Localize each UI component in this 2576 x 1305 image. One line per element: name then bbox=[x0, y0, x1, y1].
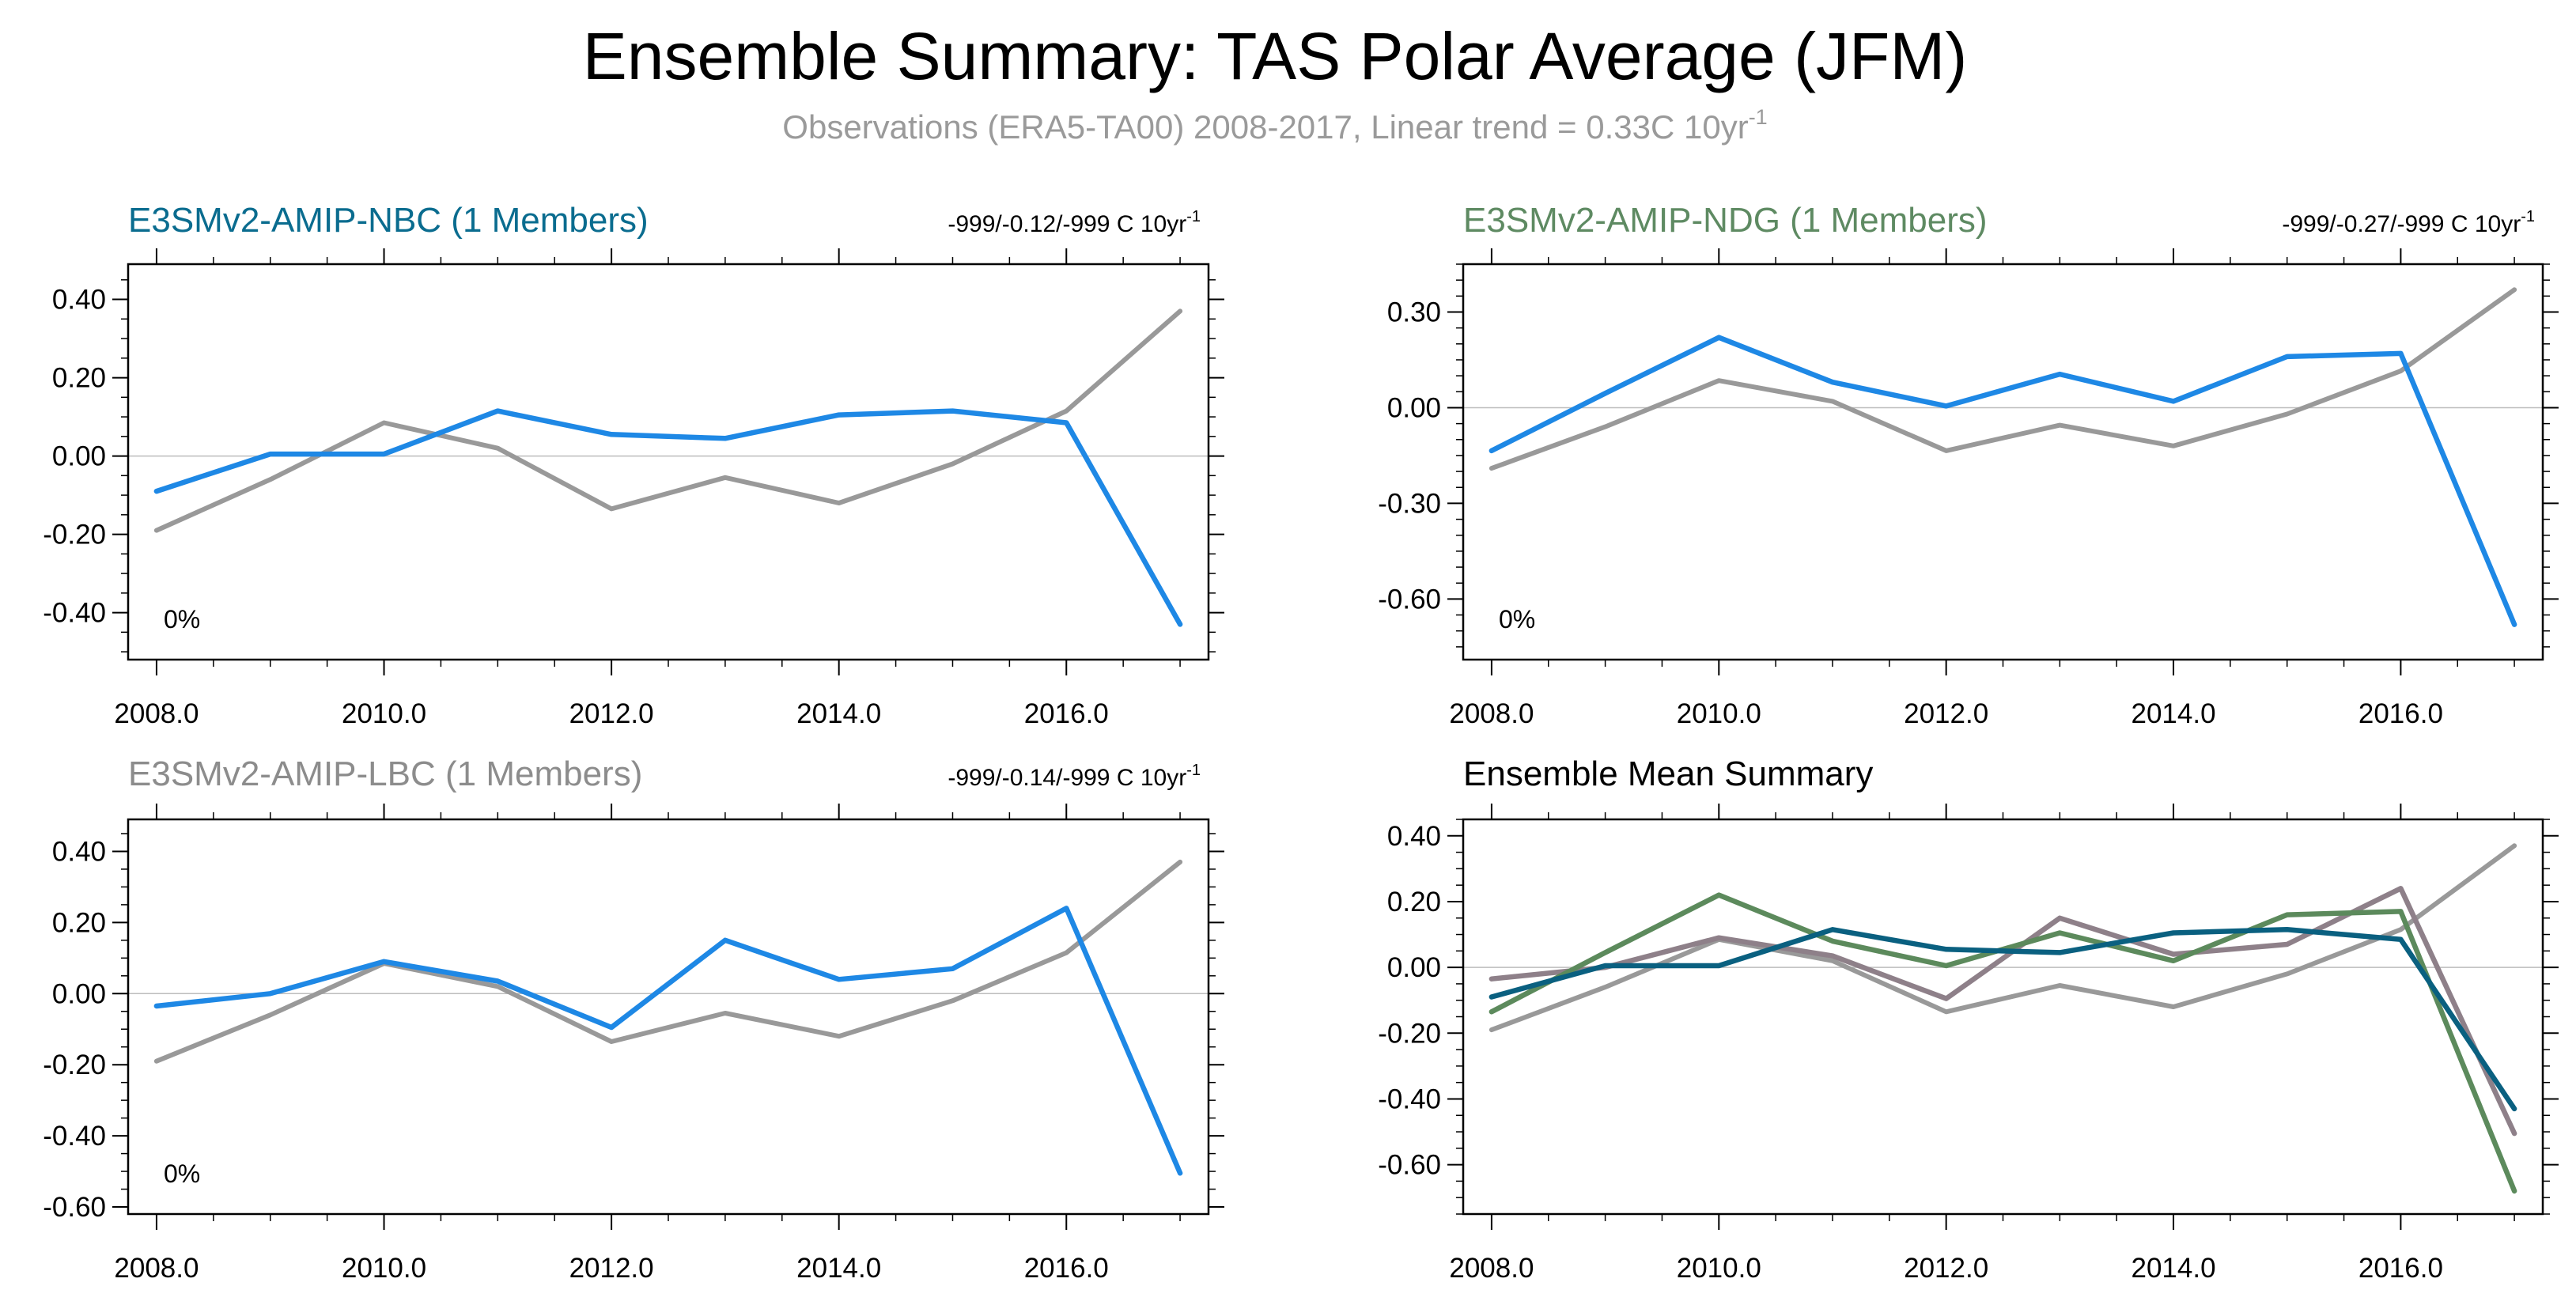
y-tick-label: -0.40 bbox=[1378, 1084, 1441, 1114]
y-tick-label: 0.00 bbox=[1387, 392, 1441, 423]
y-tick-label: -0.20 bbox=[1378, 1018, 1441, 1049]
y-tick-label: 0.30 bbox=[1387, 297, 1441, 327]
panel-trend-text: -999/-0.14/-999 C 10yr-1 bbox=[948, 762, 1201, 791]
x-tick-label: 2012.0 bbox=[1904, 1253, 1988, 1284]
y-tick-label: 0.00 bbox=[1387, 952, 1441, 983]
trend-value: -999/-0.27/-999 C 10yr bbox=[2282, 211, 2521, 237]
series-line-lbc_mean bbox=[1488, 886, 2517, 1137]
panel-title: E3SMv2-AMIP-NBC (1 Members) bbox=[128, 201, 649, 240]
trend-value: -999/-0.12/-999 C 10yr bbox=[948, 211, 1186, 237]
panel-title: E3SMv2-AMIP-NDG (1 Members) bbox=[1463, 201, 1988, 240]
y-tick-label: 0.00 bbox=[52, 441, 106, 472]
y-tick-label: -0.20 bbox=[43, 520, 106, 550]
figure-title: Ensemble Summary: TAS Polar Average (JFM… bbox=[583, 19, 1968, 93]
x-tick-label: 2008.0 bbox=[114, 698, 199, 729]
y-tick-label: 0.40 bbox=[52, 285, 106, 316]
subtitle-superscript: -1 bbox=[1749, 105, 1768, 129]
x-tick-label: 2016.0 bbox=[1024, 1253, 1109, 1284]
chart-panel-lbc: E3SMv2-AMIP-LBC (1 Members) -999/-0.14/-9… bbox=[43, 755, 1224, 1284]
percent-label: 0% bbox=[164, 605, 200, 634]
percent-label: 0% bbox=[164, 1159, 200, 1188]
panel-trend-text: -999/-0.27/-999 C 10yr-1 bbox=[2282, 208, 2535, 237]
panel-title: E3SMv2-AMIP-LBC (1 Members) bbox=[128, 755, 642, 793]
series-line-obs bbox=[1488, 287, 2517, 471]
x-tick-label: 2012.0 bbox=[569, 1253, 654, 1284]
x-tick-label: 2014.0 bbox=[2131, 698, 2215, 729]
x-tick-label: 2008.0 bbox=[114, 1253, 199, 1284]
x-tick-label: 2012.0 bbox=[569, 698, 654, 729]
series-line-nbc bbox=[1488, 335, 2517, 627]
y-tick-label: 0.40 bbox=[1387, 821, 1441, 852]
series-line-nbc bbox=[153, 408, 1183, 627]
x-tick-label: 2012.0 bbox=[1904, 698, 1988, 729]
y-tick-label: -0.40 bbox=[43, 1121, 106, 1152]
x-tick-label: 2016.0 bbox=[2358, 698, 2443, 729]
x-tick-label: 2010.0 bbox=[1677, 1253, 1761, 1284]
y-tick-label: -0.40 bbox=[43, 598, 106, 629]
y-tick-label: -0.20 bbox=[43, 1050, 106, 1080]
trend-value: -999/-0.14/-999 C 10yr bbox=[948, 765, 1186, 791]
chart-panel-mean: Ensemble Mean Summary -0.60 -0.40 -0.20 0.00… bbox=[1378, 755, 2559, 1284]
plot-frame bbox=[1462, 263, 2544, 661]
panels-group: E3SMv2-AMIP-NBC (1 Members) -999/-0.12/-9… bbox=[43, 201, 2559, 1284]
x-tick-label: 2016.0 bbox=[2358, 1253, 2443, 1284]
trend-superscript: -1 bbox=[1186, 208, 1201, 225]
chart-panel-ndg: E3SMv2-AMIP-NDG (1 Members) -999/-0.27/-9… bbox=[1378, 201, 2559, 729]
y-tick-label: -0.60 bbox=[1378, 1150, 1441, 1181]
x-tick-label: 2014.0 bbox=[796, 698, 881, 729]
panel-title: Ensemble Mean Summary bbox=[1463, 755, 1873, 793]
chart-panel-nbc: E3SMv2-AMIP-NBC (1 Members) -999/-0.12/-9… bbox=[43, 201, 1224, 729]
plot-frame bbox=[127, 818, 1210, 1216]
x-tick-label: 2014.0 bbox=[2131, 1253, 2215, 1284]
y-tick-label: -0.60 bbox=[1378, 584, 1441, 615]
figure-subtitle: Observations (ERA5-TA00) 2008-2017, Line… bbox=[782, 105, 1767, 146]
y-tick-label: 0.20 bbox=[52, 907, 106, 938]
trend-superscript: -1 bbox=[2521, 208, 2535, 225]
series-line-obs bbox=[153, 308, 1183, 533]
series-line-nbc bbox=[153, 906, 1183, 1176]
y-tick-label: 0.20 bbox=[52, 363, 106, 394]
percent-label: 0% bbox=[1499, 605, 1535, 634]
plot-frame bbox=[127, 263, 1210, 661]
y-tick-label: -0.30 bbox=[1378, 488, 1441, 519]
trend-superscript: -1 bbox=[1186, 762, 1201, 779]
x-tick-label: 2010.0 bbox=[342, 1253, 426, 1284]
x-tick-label: 2014.0 bbox=[796, 1253, 881, 1284]
y-tick-label: 0.20 bbox=[1387, 887, 1441, 917]
series-line-nbc_mean bbox=[1488, 927, 2517, 1112]
x-tick-label: 2010.0 bbox=[342, 698, 426, 729]
x-tick-label: 2008.0 bbox=[1449, 1253, 1534, 1284]
series-line-obs bbox=[153, 859, 1183, 1064]
x-tick-label: 2010.0 bbox=[1677, 698, 1761, 729]
subtitle-text: Observations (ERA5-TA00) 2008-2017, Line… bbox=[782, 108, 1748, 146]
y-tick-label: 0.00 bbox=[52, 978, 106, 1009]
plot-frame bbox=[1462, 818, 2544, 1216]
x-tick-label: 2016.0 bbox=[1024, 698, 1109, 729]
x-tick-label: 2008.0 bbox=[1449, 698, 1534, 729]
panel-trend-text: -999/-0.12/-999 C 10yr-1 bbox=[948, 208, 1201, 237]
y-tick-label: 0.40 bbox=[52, 836, 106, 867]
series-line-ndg bbox=[1488, 892, 2517, 1194]
y-tick-label: -0.60 bbox=[43, 1192, 106, 1223]
